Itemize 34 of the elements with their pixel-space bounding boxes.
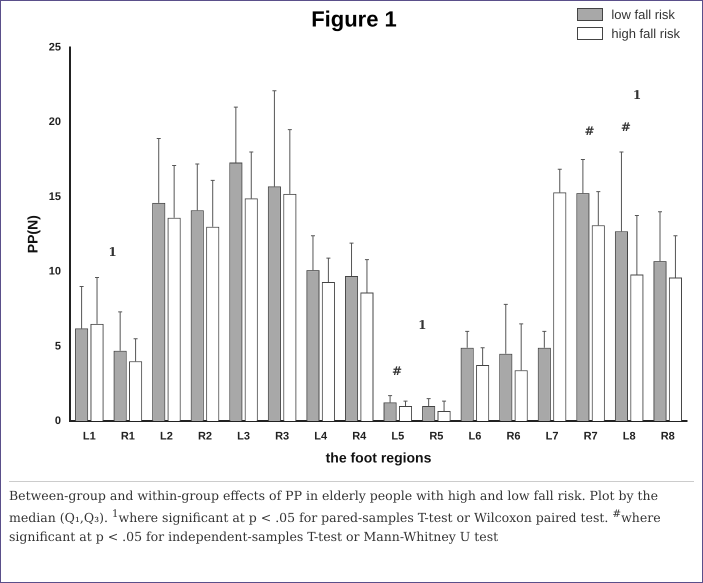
y-tick-label: 25 — [48, 41, 62, 54]
y-tick-label: 15 — [48, 190, 62, 203]
x-tick-label: R3 — [275, 430, 290, 443]
x-tick-label: L3 — [237, 430, 250, 443]
legend-label: high fall risk — [611, 26, 680, 41]
x-tick-label: L6 — [468, 430, 482, 443]
legend-label: low fall risk — [611, 7, 675, 22]
annotation: # — [392, 364, 402, 378]
x-tick-label: R6 — [506, 430, 521, 443]
annotation: # — [620, 120, 631, 134]
y-tick-label: 5 — [54, 340, 62, 352]
x-tick-label: R2 — [198, 430, 212, 443]
annotation: # — [584, 124, 595, 138]
x-tick-label: R4 — [352, 430, 368, 443]
chart-title: Figure 1 — [311, 6, 397, 32]
annotation: 1 — [108, 245, 117, 260]
x-axis-title: the foot regions — [326, 449, 432, 466]
annotation: 1 — [418, 318, 426, 332]
y-axis-title: PP(N) — [24, 215, 40, 254]
x-tick-label: L2 — [160, 430, 173, 443]
x-tick-label: L4 — [314, 430, 328, 443]
x-tick-label: R8 — [660, 430, 675, 443]
x-tick-label: L7 — [546, 430, 558, 443]
x-tick-label: R1 — [120, 430, 135, 443]
x-tick-label: R5 — [429, 430, 444, 443]
text: Between-group and within-group effects of PP in elderly people with high and low fall risk. Plot by the median (Q₁,Q₃). $^{1}$where significant at p < .05 for pared-samples T-test or Wilcoxon paired test. $^{#}$where significant at p < .05 for independent-samples T-test or Mann-Whitney U test — [9, 488, 661, 544]
y-tick-label: 0 — [54, 415, 62, 428]
annotation: 1 — [632, 88, 642, 102]
x-tick-label: R7 — [584, 430, 598, 443]
x-tick-label: L1 — [82, 430, 96, 443]
x-tick-label: L5 — [391, 430, 404, 443]
y-tick-label: 10 — [48, 266, 62, 278]
y-tick-label: 20 — [48, 116, 62, 128]
x-tick-label: L8 — [622, 430, 636, 443]
